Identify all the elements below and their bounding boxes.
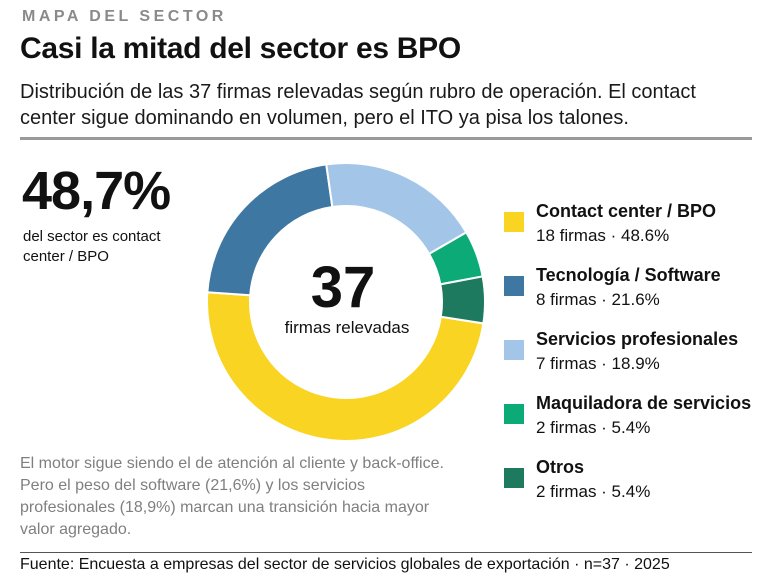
legend-label: Maquiladora de servicios bbox=[536, 393, 752, 413]
highlight-caption: del sector es contact center / BPO bbox=[23, 228, 161, 265]
kicker: MAPA DEL SECTOR bbox=[22, 8, 227, 25]
legend-swatch bbox=[504, 340, 524, 360]
center-total: 37 bbox=[311, 255, 376, 320]
legend-value: 2 firmas · 5.4% bbox=[536, 418, 651, 437]
legend-swatch bbox=[504, 404, 524, 424]
source-note: Fuente: Encuesta a empresas del sector d… bbox=[20, 556, 670, 573]
donut-slices bbox=[206, 162, 486, 442]
chart-subtitle: Distribución de las 37 firmas relevadas … bbox=[20, 81, 696, 129]
legend-item: Servicios profesionales 7 firmas · 18.9% bbox=[504, 329, 764, 379]
legend-swatch bbox=[504, 212, 524, 232]
legend-label: Servicios profesionales bbox=[536, 329, 739, 349]
highlight-value: 48,7% bbox=[22, 161, 171, 221]
legend-value: 7 firmas · 18.9% bbox=[536, 354, 660, 373]
legend-item: Maquiladora de servicios 2 firmas · 5.4% bbox=[504, 393, 764, 443]
legend-swatch bbox=[504, 276, 524, 296]
center-label: firmas relevadas bbox=[285, 318, 410, 337]
legend-value: 18 firmas · 48.6% bbox=[536, 226, 670, 245]
chart-title: Casi la mitad del sector es BPO bbox=[20, 32, 461, 65]
legend-label: Contact center / BPO bbox=[536, 201, 717, 221]
legend-label: Otros bbox=[536, 457, 585, 477]
legend-value: 2 firmas · 5.4% bbox=[536, 482, 651, 501]
legend-swatch bbox=[504, 468, 524, 488]
header-divider bbox=[20, 137, 752, 140]
annotation-note: El motor sigue siendo el de atención al … bbox=[20, 455, 444, 538]
legend-item: Otros 2 firmas · 5.4% bbox=[504, 457, 764, 507]
legend-item: Contact center / BPO 18 firmas · 48.6% bbox=[504, 201, 764, 251]
legend-value: 8 firmas · 21.6% bbox=[536, 290, 660, 309]
footer-divider bbox=[20, 552, 752, 553]
donut-slice-1 bbox=[206, 291, 485, 442]
donut-slice-3 bbox=[325, 162, 468, 256]
legend-item: Tecnología / Software 8 firmas · 21.6% bbox=[504, 265, 764, 315]
donut-slice-5 bbox=[439, 275, 486, 325]
legend-label: Tecnología / Software bbox=[536, 265, 721, 285]
